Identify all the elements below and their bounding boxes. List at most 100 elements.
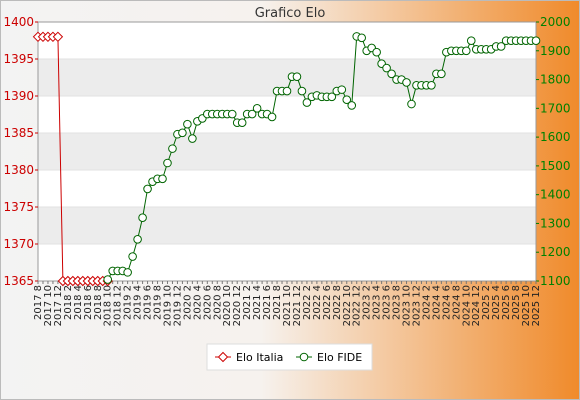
left-tick-label: 1380 <box>3 163 34 177</box>
x-tick-label: 2021 4 <box>252 285 263 320</box>
elo-fide-point <box>342 95 352 104</box>
elo-fide-point <box>252 104 262 113</box>
elo-fide-point <box>402 78 411 87</box>
elo-fide-point <box>292 72 302 81</box>
x-tick-label: 2018 12 <box>113 285 124 326</box>
x-tick-label: 2022 6 <box>322 285 333 320</box>
x-tick-label: 2018 6 <box>83 285 94 320</box>
right-tick-label: 1200 <box>540 245 571 259</box>
series-layer <box>32 31 541 287</box>
x-tick-label: 2023 10 <box>402 285 413 326</box>
x-tick-label: 2025 6 <box>501 285 512 320</box>
elo-fide-point <box>183 119 192 129</box>
x-tick-label: 2024 8 <box>451 285 462 320</box>
x-tick-label: 2020 10 <box>222 285 233 326</box>
elo-fide-point <box>302 98 312 107</box>
legend-circle-marker <box>299 352 309 362</box>
x-tick-label: 2021 12 <box>292 285 303 326</box>
legend-diamond-marker <box>217 351 229 363</box>
x-tick-label: 2019 4 <box>133 285 144 320</box>
x-tick-label: 2017 12 <box>53 285 64 326</box>
x-tick-label: 2024 4 <box>431 285 442 320</box>
x-tick-label: 2022 10 <box>342 285 353 326</box>
x-tick-label: 2018 4 <box>73 285 84 320</box>
legend: Elo Italia Elo FIDE <box>206 343 373 371</box>
right-tick-label: 1300 <box>540 216 571 230</box>
x-tick-label: 2023 2 <box>362 285 373 320</box>
x-tick-label: 2025 12 <box>531 285 542 326</box>
x-tick-label: 2023 4 <box>372 285 383 320</box>
x-tick-label: 2018 10 <box>103 285 114 326</box>
x-tick-label: 2017 10 <box>43 285 54 326</box>
elo-fide-point <box>143 184 152 194</box>
x-tick-label: 2022 12 <box>352 285 363 326</box>
x-tick-label: 2021 8 <box>272 285 283 320</box>
elo-fide-point <box>282 86 292 96</box>
grid-band <box>38 133 536 170</box>
elo-fide-point <box>168 144 177 153</box>
right-tick-label: 1700 <box>540 101 571 115</box>
x-tick-label: 2020 8 <box>212 285 223 320</box>
legend-item-elo-italia: Elo Italia <box>215 351 283 364</box>
elo-fide-point <box>163 158 172 168</box>
x-tick-label: 2024 12 <box>471 285 482 326</box>
x-tick-label: 2019 12 <box>172 285 183 326</box>
x-tick-label: 2019 10 <box>162 285 173 326</box>
x-tick-label: 2023 6 <box>382 285 393 320</box>
elo-fide-point <box>103 275 113 284</box>
elo-fide-point <box>133 234 142 244</box>
x-tick-label: 2024 2 <box>421 285 432 320</box>
right-tick-label: 1100 <box>540 274 571 288</box>
elo-fide-point <box>387 69 396 79</box>
x-tick-label: 2021 6 <box>262 285 273 320</box>
legend-box <box>206 343 373 371</box>
elo-fide-point <box>437 69 446 79</box>
x-tick-label: 2022 8 <box>332 285 343 320</box>
x-tick-label: 2024 6 <box>441 285 452 320</box>
x-tick-label: 2022 4 <box>312 285 323 320</box>
elo-fide-point <box>327 92 337 102</box>
grid-band <box>38 207 536 244</box>
x-tick-label: 2025 10 <box>521 285 532 326</box>
x-tick-label: 2020 12 <box>232 285 243 326</box>
x-tick-label: 2018 2 <box>63 285 74 320</box>
elo-fide-point <box>128 252 137 261</box>
left-axis: 1365 1370 1375 1380 1385 1390 1395 1400 <box>3 15 38 288</box>
elo-fide-point <box>297 86 307 96</box>
elo-fide-point <box>427 81 436 90</box>
elo-fide-point <box>178 128 187 138</box>
x-tick-label: 2023 8 <box>392 285 403 320</box>
elo-fide-point <box>407 99 416 109</box>
right-tick-label: 2000 <box>540 15 571 29</box>
elo-fide-point <box>496 42 506 51</box>
x-tick-label: 2024 10 <box>461 285 472 326</box>
elo-fide-point <box>347 101 357 110</box>
x-tick-label: 2020 4 <box>192 285 203 320</box>
elo-fide-point <box>267 112 277 122</box>
x-tick-label: 2021 2 <box>242 285 253 320</box>
left-tick-label: 1375 <box>3 200 34 214</box>
elo-fide-point <box>382 63 391 73</box>
right-tick-label: 1400 <box>540 188 571 202</box>
elo-fide-point <box>531 36 541 46</box>
legend-label: Elo Italia <box>236 351 283 364</box>
elo-fide-point <box>138 213 147 222</box>
x-tick-label: 2018 8 <box>93 285 104 320</box>
chart-title: Grafico Elo <box>255 6 326 21</box>
left-tick-label: 1385 <box>3 126 34 140</box>
plot-area <box>37 21 537 282</box>
x-tick-label: 2019 8 <box>153 285 164 320</box>
elo-fide-point <box>188 134 197 143</box>
left-tick-label: 1370 <box>3 237 34 251</box>
elo-italia-point <box>52 31 64 43</box>
left-tick-label: 1365 <box>3 274 34 288</box>
right-tick-label: 1800 <box>540 73 571 87</box>
right-tick-label: 1900 <box>540 44 571 58</box>
elo-fide-point <box>227 109 237 119</box>
elo-fide-point <box>123 268 132 277</box>
x-tick-label: 2025 2 <box>481 285 492 320</box>
elo-fide-point <box>237 118 247 128</box>
right-tick-label: 1500 <box>540 159 571 173</box>
